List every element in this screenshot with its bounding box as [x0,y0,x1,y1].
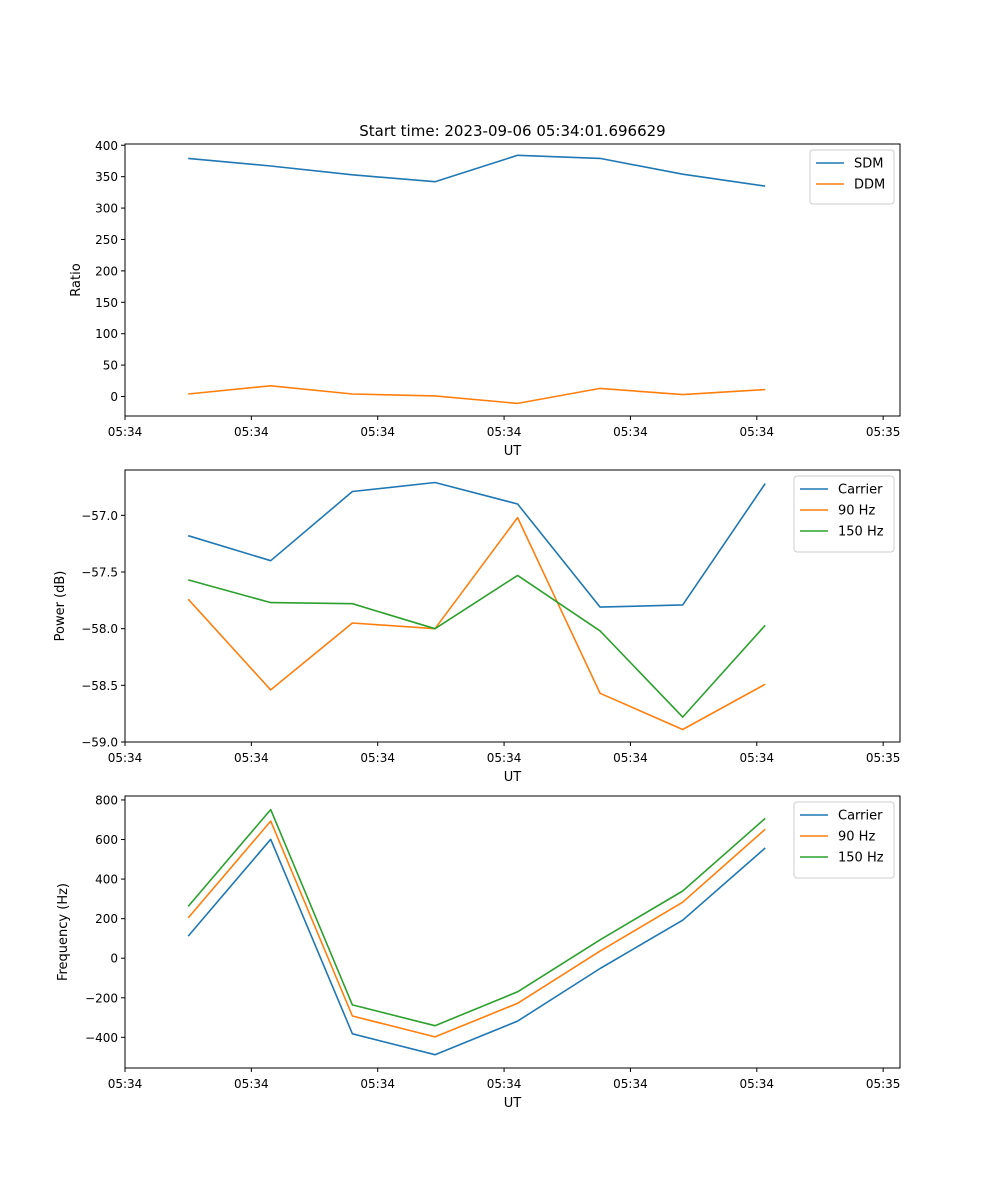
ratio-y-tick-label: 250 [95,233,118,247]
frequency-x-tick-label: 05:34 [234,1077,269,1091]
ratio-axes-frame [124,143,901,417]
power-x-tick-label: 05:34 [739,751,774,765]
frequency-y-tick-label: −400 [85,1031,118,1045]
ratio-legend-label: SDM [854,157,883,172]
power-x-axis-label: UT [504,770,522,785]
figure-title: Start time: 2023-09-06 05:34:01.696629 [359,122,665,140]
power-series-90-hz-line [187,516,766,731]
power-x-tick-label: 05:34 [360,751,395,765]
ratio-series-sdm-line [188,154,766,187]
power-x-tick-label: 05:35 [866,751,901,765]
power-axes-frame [124,469,901,743]
frequency-series-carrier-line [187,838,766,1056]
ratio-y-tick-label: 200 [95,264,118,278]
frequency-legend-label: 150 Hz [838,851,884,866]
frequency-x-tick-label: 05:34 [613,1077,648,1091]
frequency-legend-label: 90 Hz [838,830,875,845]
frequency-axes-frame [124,795,901,1069]
ratio-x-tick-label: 05:34 [234,425,269,439]
power-series-150-hz-line [187,574,766,718]
ratio-y-tick-label: 350 [95,170,118,184]
ratio-x-tick-label: 05:34 [108,425,143,439]
frequency-x-tick-label: 05:34 [487,1077,522,1091]
ratio-x-tick-label: 05:35 [866,425,901,439]
frequency-x-tick-label: 05:34 [360,1077,395,1091]
frequency-y-axis-label: Frequency (Hz) [56,883,71,981]
ratio-panel: 05:34 05:34 05:34 05:34 05:34 05:34 05:35 0 50 10… [69,139,901,459]
power-x-tick-label: 05:34 [487,751,522,765]
frequency-series-150-hz-line [187,808,766,1027]
ratio-y-tick-label: 150 [95,296,118,310]
frequency-legend: Carrier 90 Hz 150 Hz [793,801,895,879]
frequency-legend-label: Carrier [838,809,883,824]
power-y-tick-label: −58.0 [81,622,118,636]
ratio-x-axis-label: UT [504,444,522,459]
frequency-x-tick-label: 05:34 [739,1077,774,1091]
frequency-y-tick-label: 200 [95,912,118,926]
power-x-tick-label: 05:34 [108,751,143,765]
power-x-tick-label: 05:34 [613,751,648,765]
ratio-y-tick-label: 100 [95,327,118,341]
frequency-y-tick-label: 400 [95,873,118,887]
ratio-x-tick-label: 05:34 [360,425,395,439]
power-legend-label: Carrier [838,483,883,498]
power-series-carrier-line [187,481,766,608]
frequency-y-tick-label: 0 [110,952,118,966]
power-panel: 05:34 05:34 05:34 05:34 05:34 05:34 05:35 −59.0… [53,469,901,785]
ratio-series-ddm-line [188,384,766,405]
power-y-axis-label: Power (dB) [53,571,68,642]
power-legend-label: 90 Hz [838,504,875,519]
frequency-series-90-hz-line [187,820,766,1038]
frequency-x-tick-label: 05:35 [866,1077,901,1091]
power-y-tick-label: −57.5 [81,566,118,580]
power-plot-area: 05:34 05:34 05:34 05:34 05:34 05:34 05:35 −59.0… [53,469,901,785]
power-legend-box [793,475,895,553]
ratio-legend: SDM DDM [809,149,895,205]
ratio-y-tick-label: 400 [95,139,118,153]
frequency-plot-area: 05:34 05:34 05:34 05:34 05:34 05:34 05:35 −400 −… [56,793,901,1111]
power-y-tick-label: −57.0 [81,509,118,523]
power-legend: Carrier 90 Hz 150 Hz [793,475,895,553]
ratio-legend-label: DDM [854,178,885,193]
power-y-tick-label: −59.0 [81,736,118,750]
power-x-tick-label: 05:34 [234,751,269,765]
power-y-tick-label: −58.5 [81,679,118,693]
ratio-y-tick-label: 300 [95,202,118,216]
frequency-y-tick-label: 600 [95,833,118,847]
frequency-x-axis-label: UT [504,1096,522,1111]
ratio-y-tick-label: 50 [103,359,118,373]
frequency-legend-box [793,801,895,879]
ratio-x-tick-label: 05:34 [487,425,522,439]
frequency-y-tick-label: 800 [95,793,118,807]
frequency-x-tick-label: 05:34 [108,1077,143,1091]
ratio-x-tick-label: 05:34 [613,425,648,439]
ratio-plot-area: 05:34 05:34 05:34 05:34 05:34 05:34 05:35 0 50 10… [69,139,901,459]
frequency-y-tick-label: −200 [85,991,118,1005]
frequency-panel: 05:34 05:34 05:34 05:34 05:34 05:34 05:35 −400 −… [56,793,901,1111]
ratio-y-tick-label: 0 [110,390,118,404]
ratio-y-axis-label: Ratio [69,263,84,296]
power-legend-label: 150 Hz [838,525,884,540]
ratio-x-tick-label: 05:34 [739,425,774,439]
